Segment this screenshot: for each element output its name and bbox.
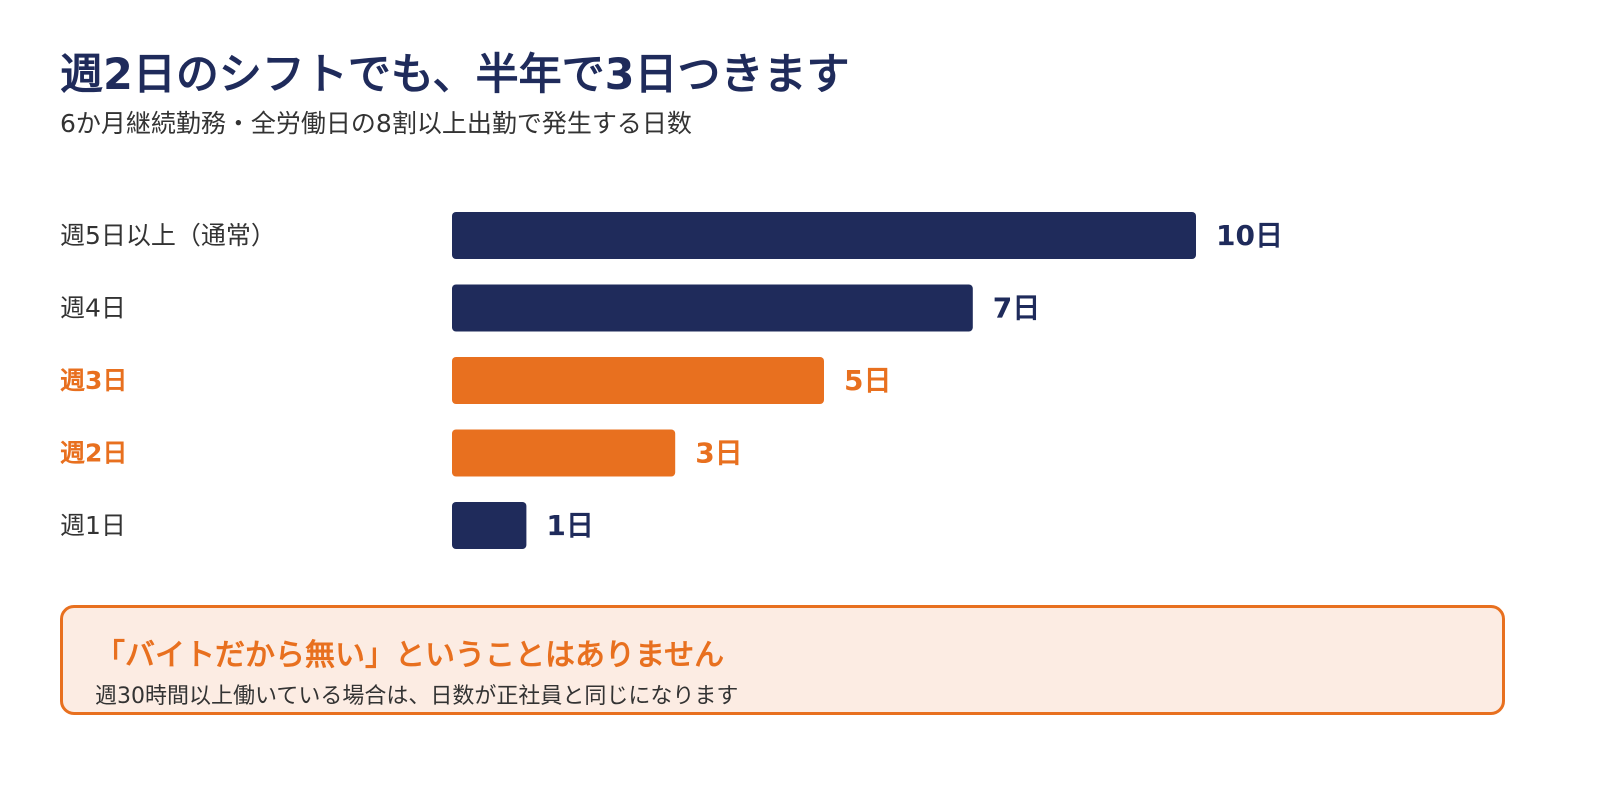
value-label: 5日 bbox=[844, 364, 891, 397]
category-label: 週2日 bbox=[60, 439, 127, 468]
category-label: 週1日 bbox=[60, 511, 126, 540]
chart-title: 週2日のシフトでも、半年で3日つきます bbox=[60, 50, 850, 100]
value-label: 1日 bbox=[546, 509, 593, 542]
bar bbox=[452, 429, 676, 477]
category-label: 週4日 bbox=[60, 294, 126, 323]
callout-title: 「バイトだから無い」ということはありません bbox=[95, 638, 725, 673]
bar bbox=[452, 502, 527, 549]
bar bbox=[452, 284, 973, 332]
callout-box: 「バイトだから無い」ということはありません 週30時間以上働いている場合は、日数… bbox=[60, 605, 1505, 715]
chart-subtitle: 6か月継続勤務・全労働日の8割以上出勤で発生する日数 bbox=[60, 109, 692, 138]
category-label: 週3日 bbox=[60, 366, 127, 395]
category-label: 週5日以上（通常） bbox=[60, 221, 276, 250]
bar bbox=[452, 357, 824, 404]
bar bbox=[452, 212, 1196, 259]
value-label: 3日 bbox=[695, 437, 742, 470]
value-label: 7日 bbox=[993, 292, 1040, 325]
callout-text: 週30時間以上働いている場合は、日数が正社員と同じになります bbox=[95, 684, 739, 709]
value-label: 10日 bbox=[1216, 219, 1283, 252]
